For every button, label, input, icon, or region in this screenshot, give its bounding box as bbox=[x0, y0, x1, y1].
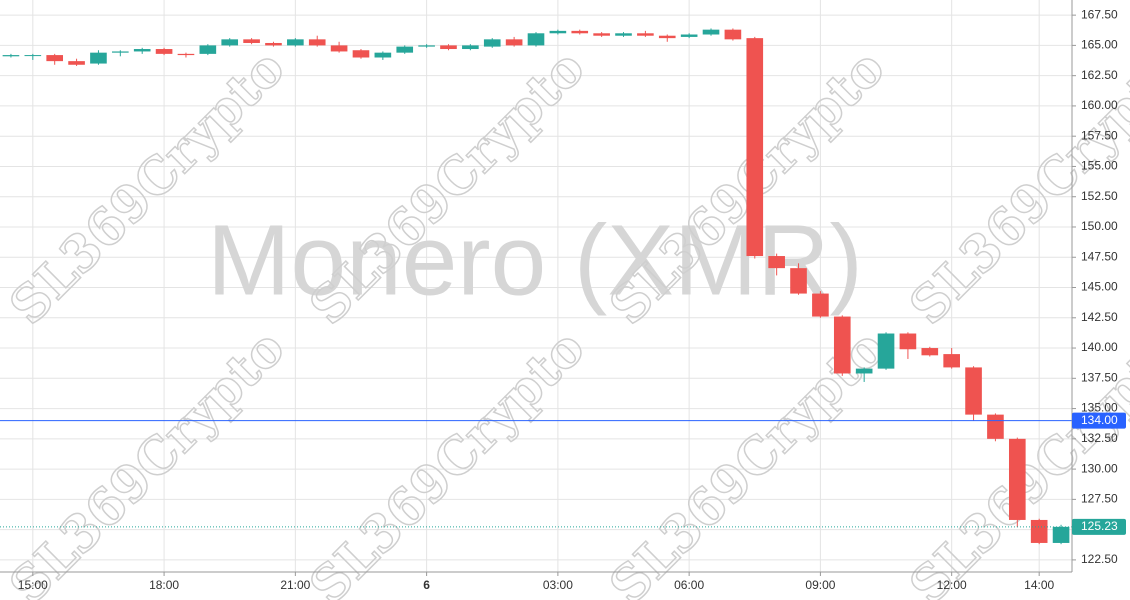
y-tick-label: 145.00 bbox=[1081, 280, 1118, 294]
price-label: 134.00 bbox=[1081, 413, 1118, 427]
candle-body bbox=[112, 51, 129, 53]
candle-body bbox=[505, 39, 523, 46]
candle-body bbox=[243, 39, 260, 43]
y-tick-label: 165.00 bbox=[1081, 38, 1118, 52]
candle-body bbox=[571, 30, 589, 34]
candle-body bbox=[396, 46, 414, 53]
candle-body bbox=[527, 33, 545, 46]
y-tick-label: 135.00 bbox=[1081, 401, 1118, 415]
price-label: 125.23 bbox=[1081, 519, 1118, 533]
x-tick-label: 15:00 bbox=[18, 578, 48, 592]
candle-body bbox=[812, 293, 829, 317]
y-tick-label: 162.50 bbox=[1081, 68, 1118, 82]
candle-body bbox=[462, 45, 479, 50]
candle-body bbox=[593, 33, 610, 36]
candle-body bbox=[768, 256, 785, 269]
candle-body bbox=[155, 49, 173, 54]
candle-body bbox=[877, 333, 895, 369]
y-tick-label: 155.00 bbox=[1081, 159, 1118, 173]
y-tick-label: 160.00 bbox=[1081, 98, 1118, 112]
candle-body bbox=[265, 42, 282, 46]
candle-body bbox=[746, 38, 764, 257]
candle-body bbox=[549, 30, 567, 34]
candle-body bbox=[374, 52, 392, 58]
candle-body bbox=[483, 39, 501, 47]
y-tick-label: 130.00 bbox=[1081, 461, 1118, 475]
candle-body bbox=[899, 333, 917, 350]
x-tick-label: 6 bbox=[423, 578, 430, 592]
x-tick-label: 21:00 bbox=[280, 578, 310, 592]
candle-body bbox=[1030, 519, 1048, 543]
y-tick-label: 157.50 bbox=[1081, 128, 1118, 142]
y-tick-label: 152.50 bbox=[1081, 189, 1118, 203]
candle-body bbox=[287, 39, 304, 46]
plot bbox=[0, 28, 1072, 545]
y-tick-label: 142.50 bbox=[1081, 310, 1118, 324]
candle-body bbox=[133, 49, 151, 52]
candle-body bbox=[68, 61, 85, 65]
candle-body bbox=[615, 33, 632, 36]
candle-body bbox=[943, 354, 960, 368]
candle-body bbox=[833, 316, 851, 374]
candle-body bbox=[790, 268, 807, 294]
candle-body bbox=[90, 52, 107, 64]
y-tick-label: 122.50 bbox=[1081, 552, 1118, 566]
y-tick-label: 140.00 bbox=[1081, 340, 1118, 354]
y-tick-label: 127.50 bbox=[1081, 492, 1118, 506]
watermark-repeat: SL369Crypto bbox=[0, 318, 296, 600]
candle-body bbox=[2, 55, 20, 57]
candle-body bbox=[440, 45, 457, 50]
candle-body bbox=[921, 348, 939, 356]
candle-body bbox=[418, 45, 435, 47]
watermark-repeat: SL369Crypto bbox=[298, 318, 596, 600]
candle-body bbox=[637, 33, 654, 36]
candle-body bbox=[221, 39, 239, 46]
candle-body bbox=[177, 53, 195, 56]
price-label-box bbox=[1072, 518, 1126, 535]
candle-body bbox=[1052, 526, 1070, 543]
candle-body bbox=[46, 55, 64, 62]
y-tick-label: 132.50 bbox=[1081, 431, 1118, 445]
candle-body bbox=[308, 39, 326, 46]
watermark-repeat: SL369Crypto bbox=[598, 318, 896, 600]
price-label-box bbox=[1072, 412, 1126, 429]
candle-body bbox=[658, 35, 676, 39]
x-tick-label: 14:00 bbox=[1024, 578, 1054, 592]
y-tick-label: 137.50 bbox=[1081, 370, 1118, 384]
x-tick-label: 06:00 bbox=[674, 578, 704, 592]
candle-body bbox=[702, 29, 720, 35]
candle-body bbox=[965, 367, 982, 415]
x-tick-label: 03:00 bbox=[543, 578, 573, 592]
candle-body bbox=[1008, 438, 1026, 520]
candle-body bbox=[855, 368, 873, 374]
candle-body bbox=[680, 34, 698, 37]
y-tick-label: 150.00 bbox=[1081, 219, 1118, 233]
x-tick-label: 18:00 bbox=[149, 578, 179, 592]
y-tick-label: 147.50 bbox=[1081, 249, 1118, 263]
candle-body bbox=[24, 55, 42, 57]
watermarks: Monero (XMR) SL369Crypto SL369Crypto SL369… bbox=[0, 37, 1130, 600]
y-tick-label: 167.50 bbox=[1081, 7, 1118, 21]
candle-body bbox=[199, 45, 217, 54]
candle-body bbox=[987, 414, 1004, 439]
candle-body bbox=[352, 50, 370, 58]
x-tick-label: 09:00 bbox=[805, 578, 835, 592]
x-tick-label: 12:00 bbox=[937, 578, 967, 592]
candle-body bbox=[330, 45, 348, 52]
candle-body bbox=[724, 29, 742, 40]
